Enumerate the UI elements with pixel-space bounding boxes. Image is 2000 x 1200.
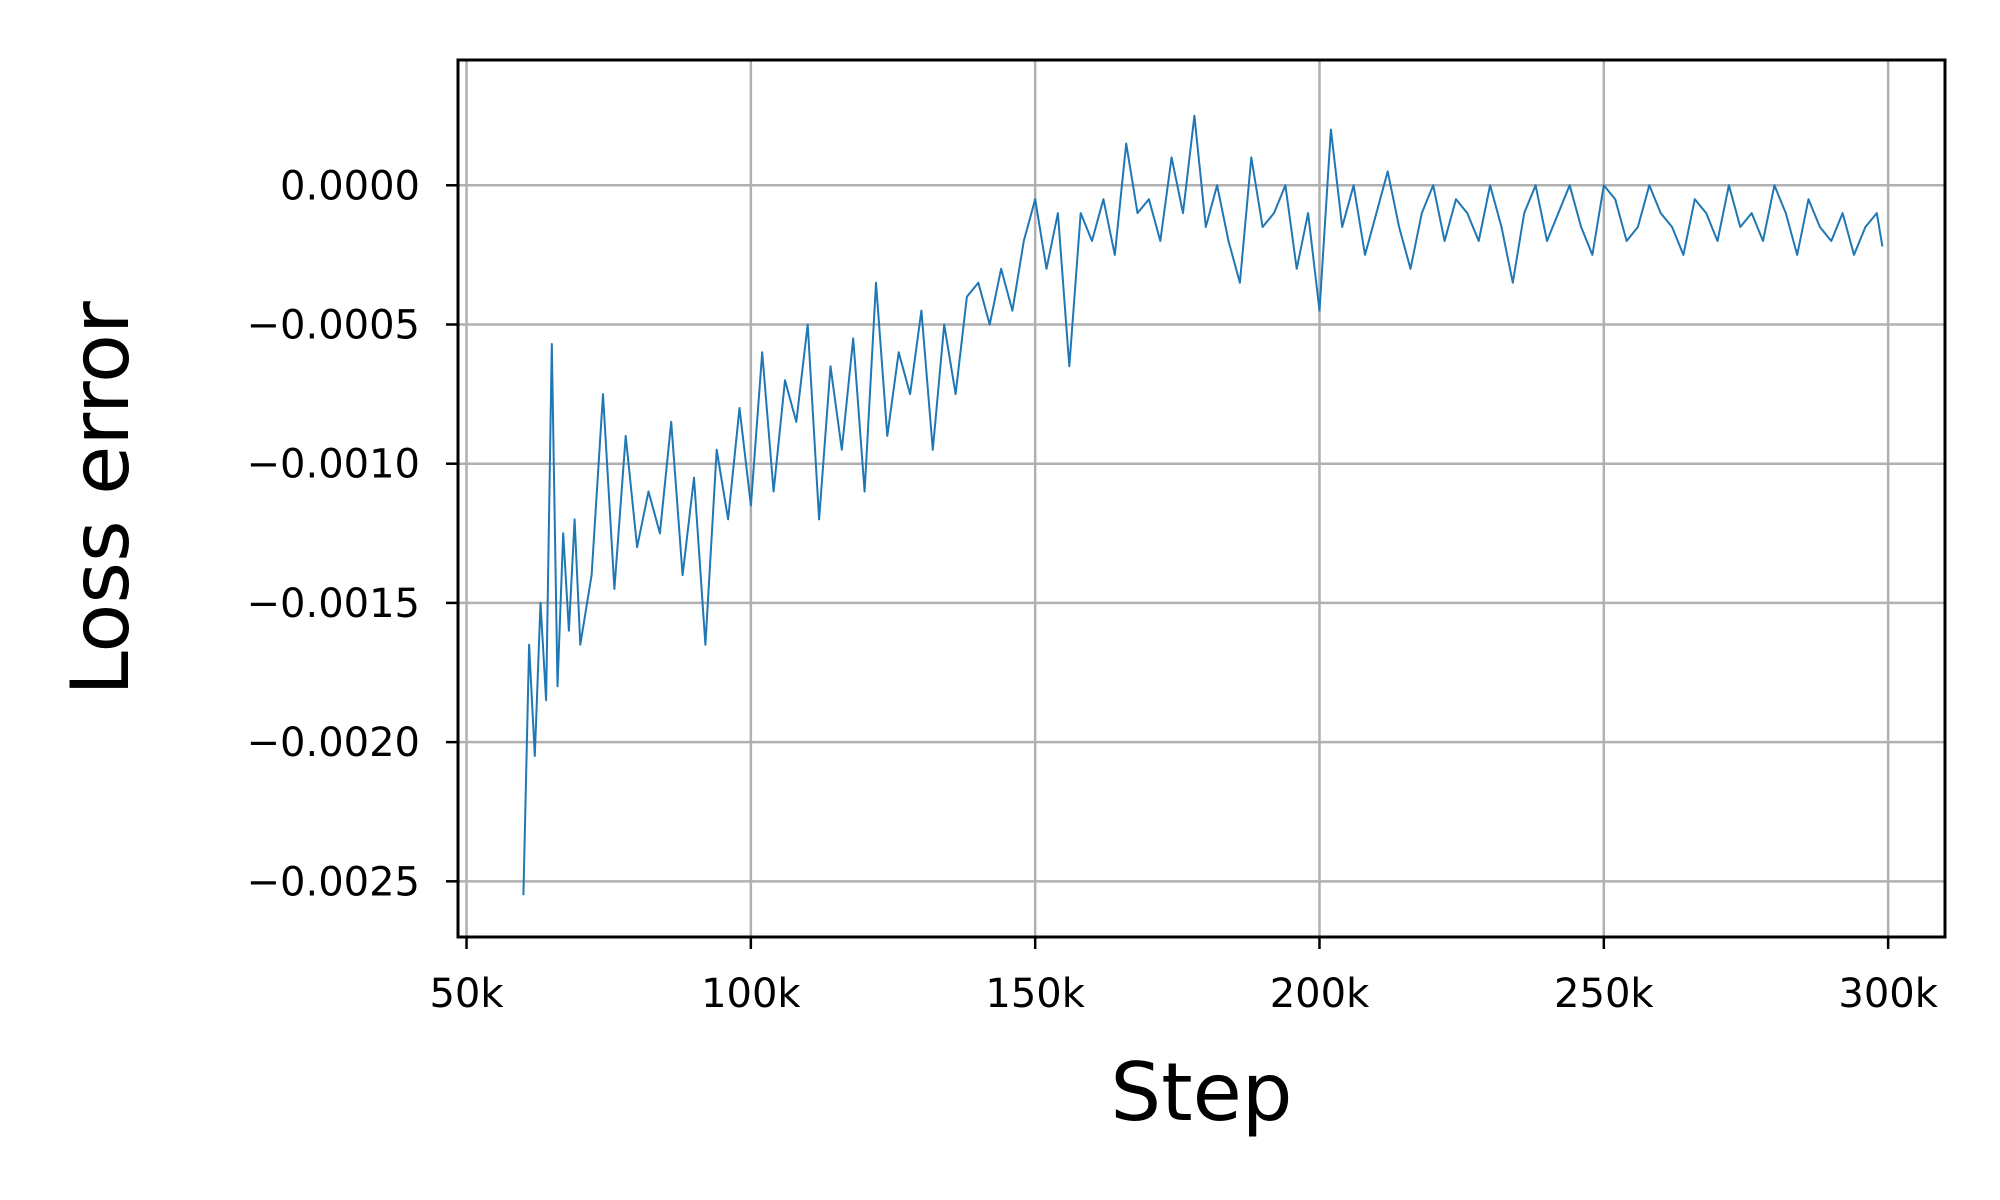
x-tick-label: 200k xyxy=(1270,971,1370,1017)
x-tick-label: 250k xyxy=(1554,971,1654,1017)
y-axis-label: Loss error xyxy=(54,301,147,696)
axis-ticks: 50k 100k 150k 200k 250k 300k 0.0000 −0.0005 −0.0… xyxy=(247,163,1939,1017)
loss-error-series-line xyxy=(522,114,1884,896)
series-layer xyxy=(522,114,1884,896)
y-tick-label: 0.0000 xyxy=(280,163,420,209)
x-tick-label: 150k xyxy=(985,971,1085,1017)
plot-frame xyxy=(456,58,1947,939)
y-tick-label: −0.0020 xyxy=(247,720,420,766)
grid xyxy=(458,60,1945,937)
x-tick-label: 300k xyxy=(1838,971,1938,1017)
x-tick-label: 100k xyxy=(701,971,801,1017)
x-tick-label: 50k xyxy=(429,971,504,1017)
y-tick-label: −0.0025 xyxy=(247,859,420,905)
x-axis-label: Step xyxy=(1110,1046,1292,1139)
y-tick-label: −0.0005 xyxy=(247,302,420,348)
y-tick-label: −0.0015 xyxy=(247,581,420,627)
y-tick-label: −0.0010 xyxy=(247,442,420,488)
